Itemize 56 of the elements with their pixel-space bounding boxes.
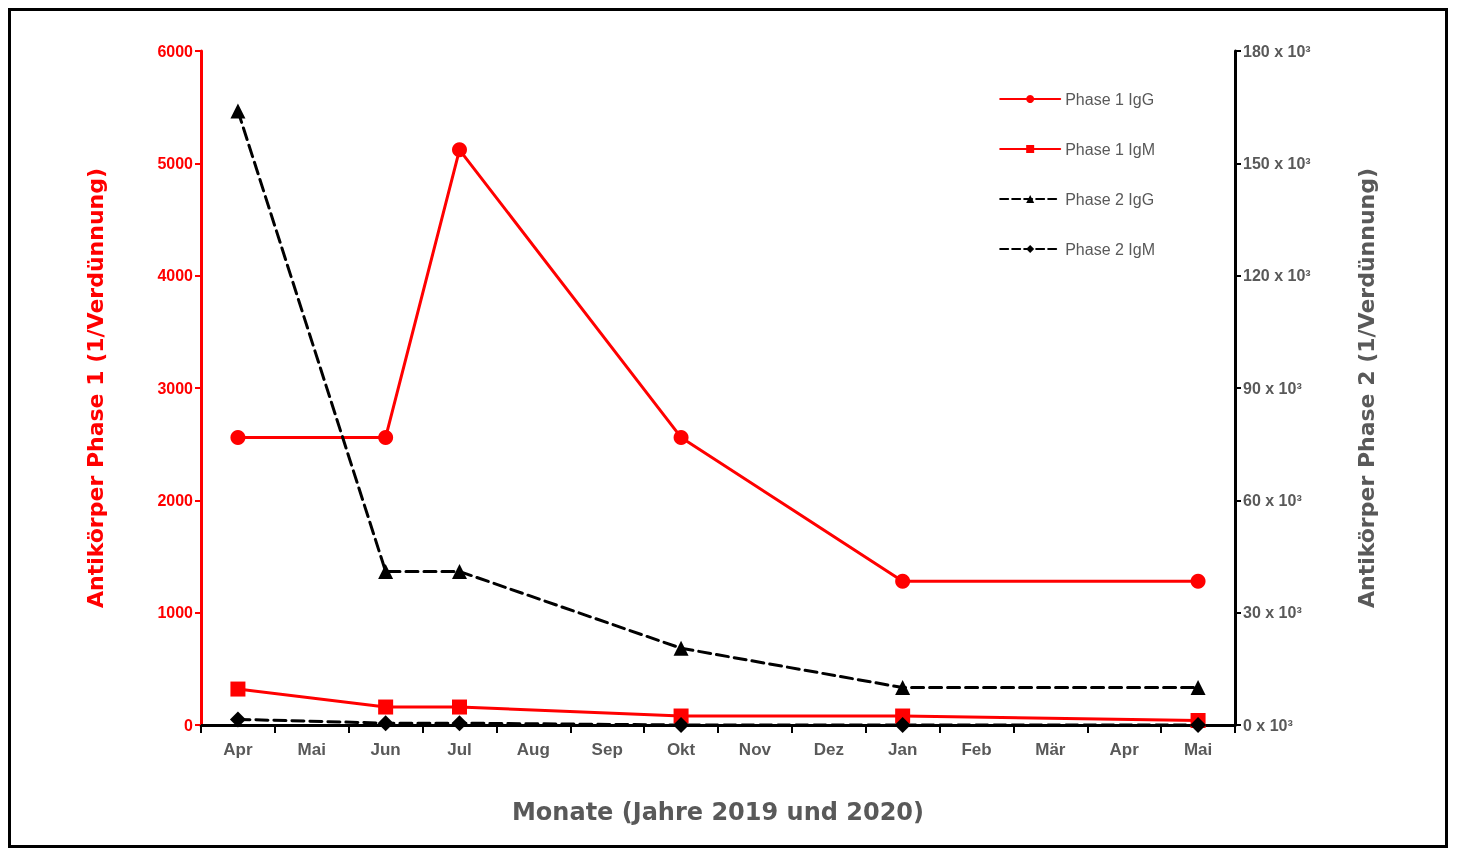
x-tick-label: Jan xyxy=(887,740,918,759)
x-tick-label: Apr xyxy=(1109,740,1140,759)
x-tick-label: Jul xyxy=(447,740,472,759)
point xyxy=(230,681,246,697)
y-tick-label: 3000 xyxy=(157,379,194,397)
x-tick-label: Dez xyxy=(813,740,844,759)
y2-axis-title: Antikörper Phase 2 (1/Verdünnung) xyxy=(1353,167,1379,609)
x-tick-label: Aug xyxy=(516,740,550,759)
point xyxy=(895,680,911,696)
y-tick-label: 2000 xyxy=(157,491,194,509)
point xyxy=(452,142,467,158)
point xyxy=(673,429,689,445)
x-tick-label: Feb xyxy=(961,740,992,759)
y-tick-label: 0 xyxy=(184,716,194,734)
y2-tick-label: 180 x 10³ xyxy=(1243,42,1311,60)
x-tick-label: Mai xyxy=(1183,740,1213,759)
point xyxy=(673,717,690,733)
point xyxy=(1190,573,1206,589)
y-tick-label: 1000 xyxy=(157,604,194,622)
x-tick-label: Sep xyxy=(591,740,623,759)
point xyxy=(673,640,689,656)
y2-tick-label: 0 x 10³ xyxy=(1243,716,1293,734)
x-tick-label: Nov xyxy=(738,740,772,759)
x-tick-label: Jun xyxy=(370,740,401,759)
y-tick-label: 5000 xyxy=(157,154,194,172)
point xyxy=(451,715,468,732)
x-tick-label: Mai xyxy=(297,740,326,759)
y2-tick-label: 30 x 10³ xyxy=(1243,604,1302,622)
point xyxy=(378,563,394,579)
legend-label: Phase 2 IgG xyxy=(1065,190,1155,208)
y-tick-label: 4000 xyxy=(157,267,194,285)
legend-label: Phase 2 IgM xyxy=(1065,240,1155,258)
point xyxy=(377,715,394,732)
legend-label: Phase 1 IgM xyxy=(1065,140,1155,158)
x-tick-label: Mär xyxy=(1035,740,1066,759)
x-tick-label: Apr xyxy=(223,740,253,759)
y-axis-title: Antikörper Phase 1 (1/Verdünnung) xyxy=(82,167,108,609)
point xyxy=(894,717,911,733)
y2-tick-label: 120 x 10³ xyxy=(1243,267,1311,285)
x-axis-title: Monate (Jahre 2019 und 2020) xyxy=(511,798,925,826)
x-tick-label: Okt xyxy=(666,740,696,759)
point xyxy=(1190,717,1207,733)
point xyxy=(230,429,246,445)
point xyxy=(378,429,394,445)
y2-tick-label: 90 x 10³ xyxy=(1243,379,1302,397)
y2-tick-label: 150 x 10³ xyxy=(1243,154,1311,172)
y-tick-label: 6000 xyxy=(157,42,194,60)
point xyxy=(452,563,467,579)
point xyxy=(895,573,911,589)
legend-label: Phase 1 IgG xyxy=(1065,90,1155,108)
point xyxy=(1190,680,1206,696)
point xyxy=(378,699,394,715)
point xyxy=(229,711,246,728)
point xyxy=(452,699,467,715)
point xyxy=(230,103,246,119)
y2-tick-label: 60 x 10³ xyxy=(1243,491,1302,509)
